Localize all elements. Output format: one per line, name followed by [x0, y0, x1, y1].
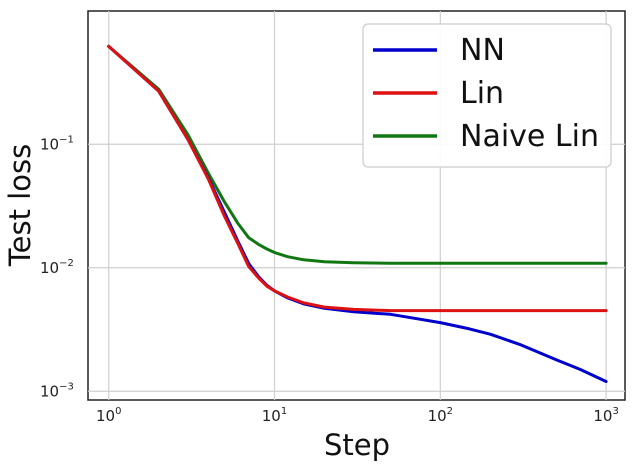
tick-exponent: 1: [281, 406, 287, 417]
tick-exponent: 0: [115, 406, 121, 417]
tick-base: 10: [96, 407, 115, 425]
legend-box: [362, 23, 612, 168]
tick-base: 10: [40, 382, 59, 400]
x-tick-label: 101: [262, 406, 287, 425]
y-tick-label: 10−2: [40, 258, 74, 277]
tick-exponent: −3: [59, 381, 74, 392]
legend-label-naive-lin: Naive Lin: [460, 119, 599, 154]
series-line-lin: [107, 44, 608, 313]
tick-exponent: −1: [59, 134, 74, 145]
y-tick-label: 10−1: [40, 134, 74, 153]
y-axis-title: Test loss: [3, 144, 37, 267]
x-tick-label: 103: [593, 406, 618, 425]
tick-base: 10: [593, 407, 612, 425]
tick-base: 10: [40, 135, 59, 153]
x-tick-label: 100: [96, 406, 121, 425]
tick-base: 10: [428, 407, 447, 425]
series-line-naive-lin: [107, 44, 608, 265]
tick-exponent: −2: [59, 258, 74, 269]
tick-exponent: 3: [612, 406, 618, 417]
legend: NN Lin Naive Lin: [362, 23, 612, 168]
series-lines: [107, 44, 608, 383]
tick-exponent: 2: [447, 406, 453, 417]
x-axis-title: Step: [324, 428, 390, 462]
tick-base: 10: [40, 259, 59, 277]
y-tick-label: 10−3: [40, 381, 74, 400]
legend-label-nn: NN: [460, 33, 505, 68]
x-tick-label: 102: [428, 406, 453, 425]
tick-base: 10: [262, 407, 281, 425]
legend-label-lin: Lin: [460, 76, 504, 111]
